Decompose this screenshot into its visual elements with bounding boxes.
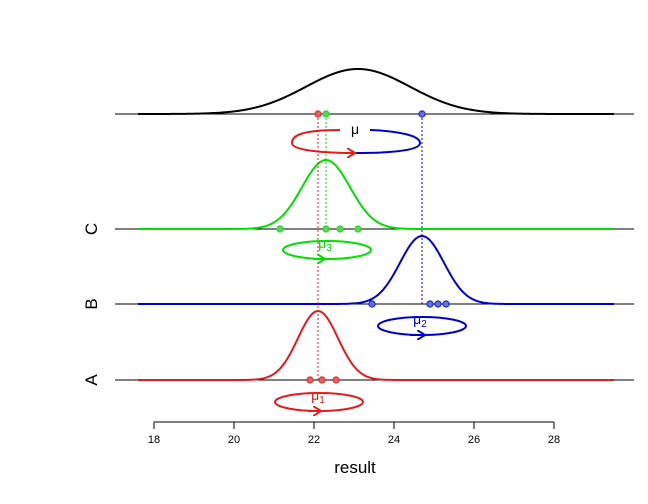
mu-ellipse-overall-blue <box>355 129 422 154</box>
data-point-C-1 <box>276 225 284 233</box>
data-point-C-4 <box>354 225 362 233</box>
data-point-A-2 <box>318 376 326 384</box>
x-axis-ticks: 18 20 22 24 26 28 <box>148 422 560 446</box>
density-curve-C <box>138 159 614 230</box>
x-tick-label-28: 28 <box>548 434 560 446</box>
group-label-C: C <box>82 223 101 235</box>
data-points <box>276 110 450 384</box>
group-label-A: A <box>82 374 101 386</box>
density-curve-overall <box>138 67 614 115</box>
mu1-label: μ1 <box>311 387 325 406</box>
mu-ellipse-overall-red <box>290 129 354 153</box>
x-tick-label-24: 24 <box>388 434 400 446</box>
density-curve-A <box>138 310 614 381</box>
mu2-label: μ2 <box>413 311 427 330</box>
x-tick-label-18: 18 <box>148 434 160 446</box>
x-tick-label-26: 26 <box>468 434 480 446</box>
data-point-C-2 <box>322 225 330 233</box>
data-point-B-3 <box>434 300 442 308</box>
data-point-B-4 <box>442 300 450 308</box>
data-point-B-2 <box>426 300 434 308</box>
x-tick-label-22: 22 <box>308 434 320 446</box>
mu3-label: μ3 <box>318 235 332 254</box>
data-point-B-1 <box>368 300 376 308</box>
mu-label-overall: μ <box>351 121 359 137</box>
data-point-overall-2 <box>322 110 330 118</box>
data-point-A-3 <box>332 376 340 384</box>
x-axis-title: result <box>334 458 376 477</box>
mu3-ellipse <box>282 240 372 260</box>
data-point-overall-1 <box>314 110 322 118</box>
x-tick-label-20: 20 <box>228 434 240 446</box>
data-point-C-3 <box>336 225 344 233</box>
data-point-overall-3 <box>418 110 426 118</box>
data-point-A-1 <box>306 376 314 384</box>
density-curve-B <box>138 235 614 305</box>
group-label-B: B <box>82 298 101 309</box>
